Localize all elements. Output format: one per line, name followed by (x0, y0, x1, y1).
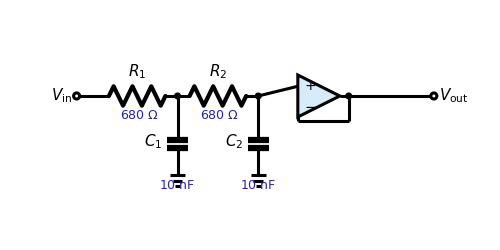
Text: $R_2$: $R_2$ (209, 63, 227, 82)
Text: $+$: $+$ (304, 79, 316, 93)
Circle shape (346, 93, 352, 99)
Text: $10\ \mathrm{nF}$: $10\ \mathrm{nF}$ (240, 179, 277, 192)
Text: $V_{\rm out}$: $V_{\rm out}$ (438, 87, 468, 105)
Text: $V_{\rm in}$: $V_{\rm in}$ (50, 87, 72, 105)
Text: $680\ \Omega$: $680\ \Omega$ (120, 109, 158, 122)
Text: $C_1$: $C_1$ (144, 132, 162, 150)
Polygon shape (298, 75, 340, 117)
Text: $680\ \Omega$: $680\ \Omega$ (200, 109, 239, 122)
Text: $C_2$: $C_2$ (224, 132, 243, 150)
Circle shape (256, 93, 261, 99)
Text: $-$: $-$ (304, 98, 318, 113)
Text: $R_1$: $R_1$ (128, 63, 146, 82)
Circle shape (174, 93, 180, 99)
Text: $10\ \mathrm{nF}$: $10\ \mathrm{nF}$ (160, 179, 196, 192)
